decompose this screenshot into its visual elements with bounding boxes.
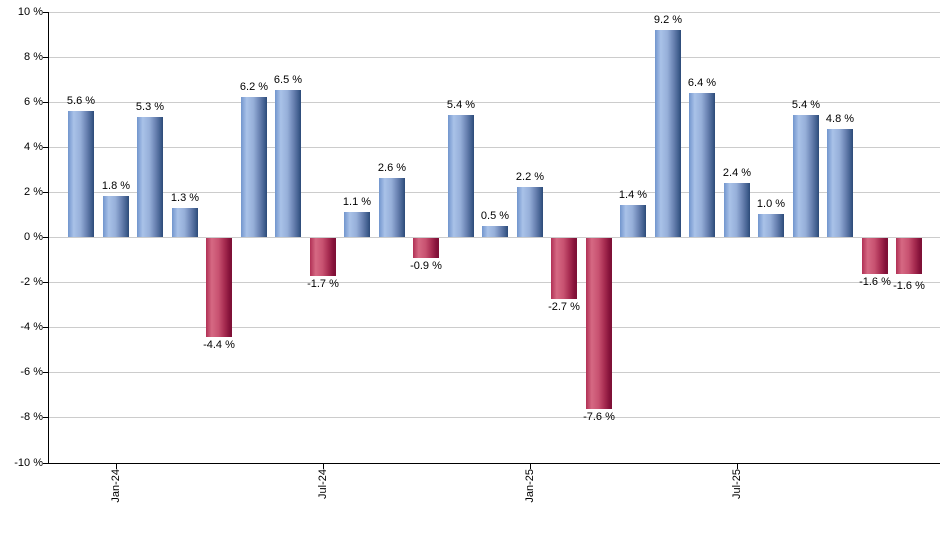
y-axis-tick-label: 10 % [17,6,43,18]
y-axis-tick-label: -10 % [14,457,43,469]
y-axis-tick [43,237,48,238]
bar-positive [448,115,474,237]
y-axis-tick-label: -2 % [20,276,43,288]
y-axis-tick [43,57,48,58]
bar-value-label: 6.5 % [273,74,303,86]
bar-negative [862,238,888,274]
bar-positive [517,187,543,237]
x-axis-tick-label: Jan-25 [524,469,536,503]
bar-positive [241,97,267,237]
y-axis-tick [43,327,48,328]
y-axis-tick-label: -6 % [20,366,43,378]
x-axis-tick [530,463,531,469]
bar-positive [68,111,94,237]
bar-positive [689,93,715,237]
bar-value-label: 1.0 % [756,198,786,210]
x-axis-tick [323,463,324,469]
bar-positive [620,205,646,237]
x-axis-tick [737,463,738,469]
y-axis-tick-label: 6 % [24,96,43,108]
bar-value-label: 5.4 % [446,99,476,111]
gridline [48,237,940,238]
x-axis-tick [116,463,117,469]
bar-negative [586,238,612,409]
bar-negative [206,238,232,337]
bar-value-label: -1.6 % [893,280,925,292]
y-axis-tick [43,192,48,193]
bar-negative [551,238,577,299]
gridline [48,57,940,58]
bar-value-label: 0.5 % [480,210,510,222]
x-axis-line [48,463,940,464]
gridline [48,417,940,418]
bar-value-label: 2.6 % [377,162,407,174]
bar-value-label: -7.6 % [583,411,615,423]
y-axis-tick-label: 0 % [24,231,43,243]
bar-positive [137,117,163,237]
bar-value-label: 1.3 % [170,192,200,204]
bar-value-label: -0.9 % [410,260,442,272]
bar-value-label: 6.2 % [239,81,269,93]
bar-positive [724,183,750,237]
y-axis-tick [43,102,48,103]
y-axis-line [48,12,49,464]
x-axis-tick-label: Jul-24 [317,469,329,499]
bar-value-label: 2.2 % [515,171,545,183]
bar-negative [413,238,439,258]
bar-value-label: 9.2 % [653,14,683,26]
bar-positive [655,30,681,237]
bar-negative [310,238,336,276]
bar-value-label: -1.7 % [307,278,339,290]
bar-value-label: 1.1 % [342,196,372,208]
bar-positive [482,226,508,237]
bar-value-label: 5.4 % [791,99,821,111]
bar-value-label: 1.4 % [618,189,648,201]
bar-value-label: 5.6 % [66,95,96,107]
y-axis-tick [43,282,48,283]
bar-positive [103,196,129,237]
y-axis-tick-label: 4 % [24,141,43,153]
bar-value-label: 4.8 % [825,113,855,125]
gridline [48,192,940,193]
y-axis-tick-label: -8 % [20,411,43,423]
y-axis-tick [43,417,48,418]
bar-value-label: 1.8 % [101,180,131,192]
y-axis-tick [43,147,48,148]
bar-positive [275,90,301,237]
bar-value-label: 6.4 % [687,77,717,89]
gridline [48,282,940,283]
y-axis-tick-label: 8 % [24,51,43,63]
gridline [48,327,940,328]
bar-positive [827,129,853,237]
y-axis-tick [43,463,48,464]
bar-value-label: -2.7 % [548,301,580,313]
y-axis-tick [43,372,48,373]
bar-positive [172,208,198,237]
x-axis-tick-label: Jul-25 [731,469,743,499]
y-axis-tick-label: 2 % [24,186,43,198]
gridline [48,102,940,103]
gridline [48,147,940,148]
bar-value-label: -1.6 % [859,276,891,288]
gridline [48,372,940,373]
bar-positive [344,212,370,237]
bar-value-label: 5.3 % [135,101,165,113]
bar-positive [758,214,784,237]
bar-positive [793,115,819,237]
x-axis-tick-label: Jan-24 [110,469,122,503]
bar-value-label: -4.4 % [203,339,235,351]
bar-negative [896,238,922,274]
bar-value-label: 2.4 % [722,167,752,179]
y-axis-tick [43,12,48,13]
bar-positive [379,178,405,237]
gridline [48,12,940,13]
y-axis-tick-label: -4 % [20,321,43,333]
